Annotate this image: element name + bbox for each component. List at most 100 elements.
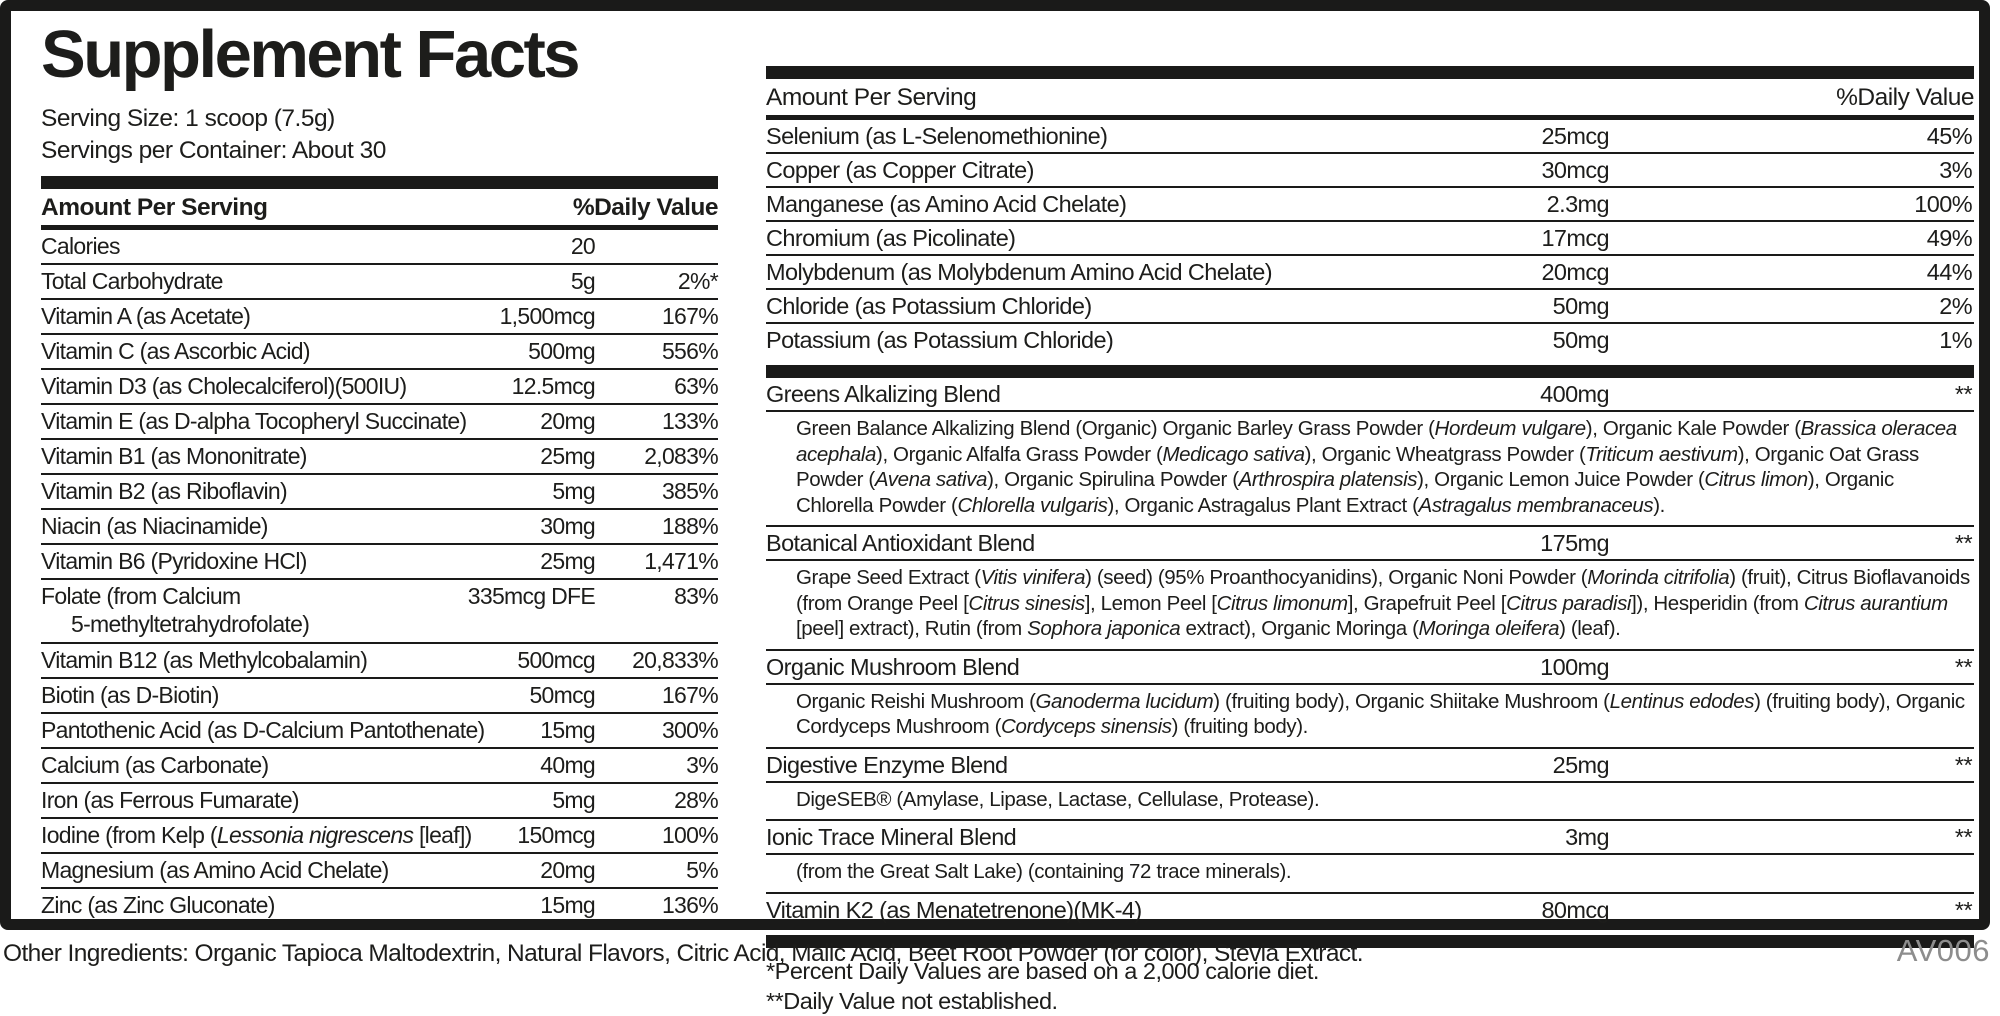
nutrient-daily-value: 63% — [674, 373, 719, 400]
label-code: AV006 — [1896, 933, 1990, 968]
blend-daily-value: ** — [1954, 530, 1973, 556]
nutrient-name: Potassium (as Potassium Chloride) — [766, 327, 1114, 353]
blend-daily-value: ** — [1954, 751, 1973, 778]
table-row: Biotin (as D-Biotin) 50mcg 167% — [41, 677, 719, 712]
footnote: **Daily Value not established. — [766, 987, 1058, 1014]
section-bar — [766, 365, 1974, 378]
table-row: Vitamin B6 (Pyridoxine HCl) 25mg 1,471% — [41, 543, 719, 578]
nutrient-daily-value: 2%* — [677, 268, 719, 295]
table-row: Molybdenum (as Molybdenum Amino Acid Che… — [766, 254, 1974, 288]
blend-section: Vitamin K2 (as Menatetrenone)(MK-4) 80mcg… — [766, 891, 1974, 926]
blend-daily-value: ** — [1954, 653, 1973, 680]
table-row: Niacin (as Niacinamide) 30mg 188% — [41, 508, 719, 543]
amount-per-serving-label: Amount Per Serving — [41, 194, 268, 222]
nutrient-daily-value: 100% — [1914, 191, 1972, 217]
header-rule — [766, 115, 1974, 120]
blend-header-row: Vitamin K2 (as Menatetrenone)(MK-4) 80mcg… — [766, 894, 1974, 926]
table-row: Calories 20 — [41, 230, 718, 263]
blend-name: Digestive Enzyme Blend — [766, 751, 1008, 778]
right-column: Amount Per Serving %Daily Value Selenium… — [766, 66, 1974, 1016]
nutrient-daily-value: 1% — [1939, 327, 1972, 353]
nutrient-daily-value: 556% — [661, 338, 719, 365]
nutrient-name: Vitamin E (as D-alpha Tocopheryl Succina… — [41, 408, 467, 435]
table-row: Calcium (as Carbonate) 40mg 3% — [41, 747, 719, 782]
nutrient-amount: 30mg — [540, 513, 595, 540]
nutrient-amount: 50mcg — [529, 682, 595, 709]
nutrient-amount: 25mcg — [1541, 123, 1609, 149]
nutrient-name: Biotin (as D-Biotin) — [41, 682, 219, 709]
blend-amount: 400mg — [1540, 381, 1609, 407]
nutrient-daily-value: 2% — [1939, 293, 1972, 319]
blend-amount: 175mg — [1540, 530, 1609, 556]
nutrient-amount: 15mg — [540, 892, 595, 919]
blend-name: Greens Alkalizing Blend — [766, 381, 1001, 407]
blend-header-row: Botanical Antioxidant Blend 175mg ** — [766, 527, 1974, 561]
blend-amount: 100mg — [1540, 653, 1609, 680]
blend-section: Botanical Antioxidant Blend 175mg ** Grape … — [766, 525, 1974, 649]
nutrient-daily-value: 49% — [1926, 225, 1973, 251]
left-column: Supplement Facts Serving Size: 1 scoop (… — [41, 17, 719, 922]
page-title: Supplement Facts — [41, 17, 581, 92]
blend-section: Digestive Enzyme Blend 25mg ** DigeSEB® (Am… — [766, 746, 1974, 820]
nutrient-amount: 335mcg DFE — [467, 583, 596, 610]
nutrient-daily-value: 28% — [674, 787, 719, 814]
nutrient-amount: 5g — [570, 268, 596, 295]
table-row: Folate (from Calcium 5-methyltetrahydrofo… — [41, 578, 719, 642]
table-row: Vitamin A (as Acetate) 1,500mcg 167% — [41, 298, 719, 333]
nutrient-name: Iodine (from Kelp (Lessonia nigrescens [… — [41, 822, 472, 849]
blend-description: Organic Reishi Mushroom (Ganoderma lucid… — [796, 689, 1965, 739]
nutrient-name: Molybdenum (as Molybdenum Amino Acid Che… — [766, 259, 1273, 285]
nutrient-amount: 150mcg — [517, 822, 595, 849]
nutrient-name-line2: 5-methyltetrahydrofolate) — [71, 611, 310, 638]
nutrient-amount: 30mcg — [1541, 157, 1609, 183]
table-row: Vitamin C (as Ascorbic Acid) 500mg 556% — [41, 333, 719, 368]
nutrient-daily-value: 83% — [674, 583, 719, 610]
nutrient-name: Calories — [41, 233, 120, 260]
blend-section: Greens Alkalizing Blend 400mg ** Green Bala… — [766, 378, 1974, 525]
table-row: Copper (as Copper Citrate) 30mcg 3% — [766, 152, 1974, 186]
nutrient-daily-value: 167% — [661, 303, 719, 330]
blend-name: Ionic Trace Mineral Blend — [766, 824, 1017, 850]
nutrient-name: Manganese (as Amino Acid Chelate) — [766, 191, 1127, 217]
blend-amount: 3mg — [1565, 824, 1610, 850]
blend-name: Vitamin K2 (as Menatetrenone)(MK-4) — [766, 896, 1142, 923]
nutrient-amount: 5mg — [552, 787, 595, 814]
nutrient-daily-value: 5% — [686, 857, 719, 884]
nutrient-name: Pantothenic Acid (as D-Calcium Pantothen… — [41, 717, 485, 744]
section-bar — [766, 66, 1974, 79]
blend-daily-value: ** — [1954, 381, 1973, 407]
servings-per-container: Servings per Container: About 30 — [41, 137, 386, 165]
amount-per-serving-label: Amount Per Serving — [766, 84, 977, 111]
nutrient-name: Iron (as Ferrous Fumarate) — [41, 787, 300, 814]
nutrient-amount: 50mg — [1552, 293, 1610, 319]
table-row: Vitamin D3 (as Cholecalciferol)(500IU) 12… — [41, 368, 719, 403]
nutrient-daily-value: 3% — [1939, 157, 1972, 183]
nutrient-amount: 2.3mg — [1546, 191, 1610, 217]
nutrient-amount: 20mg — [540, 857, 595, 884]
blend-sections: Greens Alkalizing Blend 400mg ** Green Bala… — [766, 378, 1974, 926]
blend-header-row: Digestive Enzyme Blend 25mg ** — [766, 749, 1974, 783]
blend-section: Ionic Trace Mineral Blend 3mg ** (from the … — [766, 819, 1974, 892]
blend-amount: 25mg — [1552, 751, 1610, 778]
right-table-header: Amount Per Serving %Daily Value — [766, 79, 1974, 115]
blend-section: Organic Mushroom Blend 100mg ** Organic Rei… — [766, 648, 1974, 747]
nutrient-name: Chloride (as Potassium Chloride) — [766, 293, 1092, 319]
blend-header-row: Ionic Trace Mineral Blend 3mg ** — [766, 821, 1974, 855]
nutrient-daily-value: 385% — [661, 478, 719, 505]
table-row: Selenium (as L-Selenomethionine) 25mcg 45% — [766, 120, 1974, 152]
table-row: Vitamin B2 (as Riboflavin) 5mg 385% — [41, 473, 719, 508]
nutrient-amount: 1,500mcg — [499, 303, 596, 330]
nutrient-daily-value: 133% — [661, 408, 719, 435]
nutrient-daily-value: 136% — [661, 892, 719, 919]
nutrient-name: Calcium (as Carbonate) — [41, 752, 269, 779]
blend-description: (from the Great Salt Lake) (containing 7… — [796, 860, 1292, 883]
nutrient-name: Selenium (as L-Selenomethionine) — [766, 123, 1108, 149]
blend-daily-value: ** — [1954, 824, 1973, 850]
nutrient-amount: 40mg — [540, 752, 595, 779]
nutrient-name: Vitamin B6 (Pyridoxine HCl) — [41, 548, 307, 575]
nutrient-name: Folate (from Calcium 5-methyltetrahydrofo… — [41, 580, 718, 642]
left-table-rows: Calories 20 Total Carbohydrate 5g 2%* Vitamin… — [41, 230, 719, 922]
serving-info: Serving Size: 1 scoop (7.5g) Servings pe… — [41, 103, 718, 167]
table-row: Magnesium (as Amino Acid Chelate) 20mg 5% — [41, 852, 719, 887]
